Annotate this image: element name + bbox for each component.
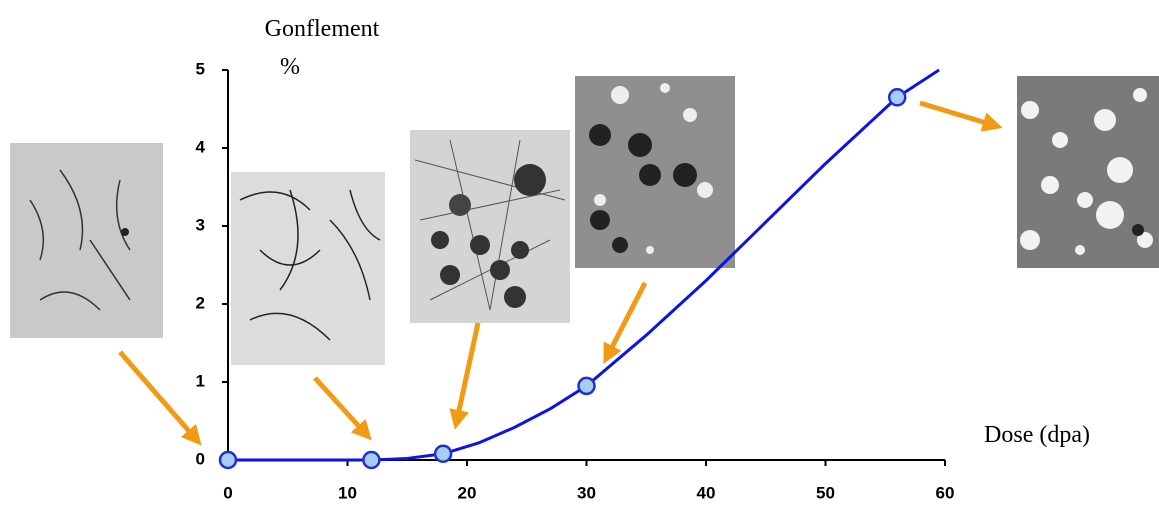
curve <box>228 68 940 462</box>
micrograph <box>410 130 570 323</box>
y-tick-label: 2 <box>196 293 205 312</box>
x-tick-label: 40 <box>697 483 716 502</box>
x-tick-label: 0 <box>223 483 232 502</box>
micrograph <box>10 143 163 338</box>
x-tick-label: 60 <box>936 483 955 502</box>
point <box>433 444 453 464</box>
y-tick-label: 1 <box>196 371 205 390</box>
micrograph <box>575 76 735 268</box>
y-tick-label: 3 <box>196 215 205 234</box>
x-axis-label: Dose (dpa) <box>984 422 1090 448</box>
point <box>577 376 596 396</box>
point <box>362 450 381 470</box>
y-tick-label: 5 <box>196 59 205 78</box>
x-tick-label: 10 <box>338 483 357 502</box>
point <box>887 88 907 107</box>
point <box>218 450 238 470</box>
y-axis-unit: % <box>280 54 300 80</box>
arrow <box>118 100 1003 446</box>
x-tick-label: 30 <box>577 483 596 502</box>
micrograph <box>231 172 385 365</box>
x-tick-label: 50 <box>816 483 835 502</box>
x-tick-label: 20 <box>458 483 477 502</box>
y-tick-label: 4 <box>196 137 206 156</box>
y-tick-label: 0 <box>196 449 205 468</box>
micrograph <box>1017 76 1159 268</box>
y-axis-label: Gonflement <box>265 16 380 42</box>
